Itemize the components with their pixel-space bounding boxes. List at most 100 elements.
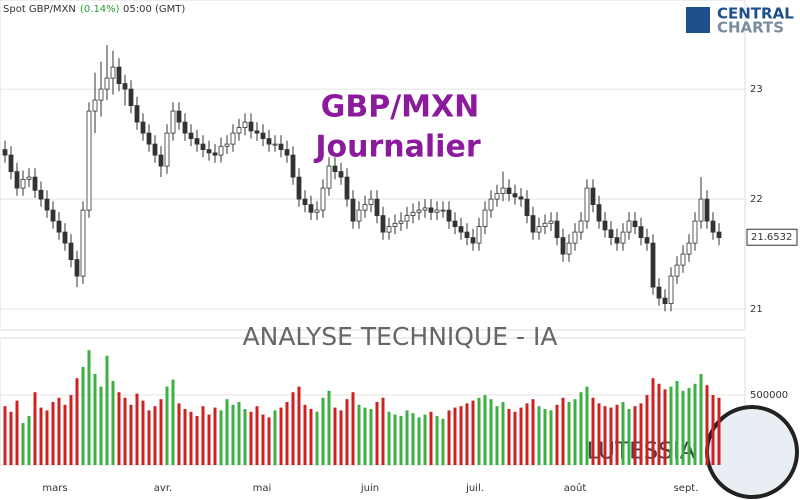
volume-bar	[597, 403, 601, 465]
last-price-box	[746, 228, 798, 246]
candle-body	[548, 220, 554, 224]
candle-body	[470, 237, 476, 244]
volume-bar	[351, 392, 355, 465]
volume-bar	[225, 399, 229, 465]
candle-body	[710, 220, 716, 233]
candle-body	[572, 231, 578, 244]
volume-bar	[33, 392, 37, 465]
candle-body	[362, 204, 368, 211]
volume-bar	[633, 406, 637, 465]
y-tick-label: 21	[750, 304, 763, 315]
volume-bar	[561, 397, 565, 465]
volume-bar	[411, 413, 415, 465]
candle-body	[554, 220, 560, 239]
candle-body	[320, 187, 326, 211]
candle-body	[104, 77, 110, 90]
candle-body	[182, 121, 188, 134]
candle-body	[242, 121, 248, 128]
candle-body	[620, 231, 626, 244]
volume-bar	[135, 393, 139, 465]
volume-bar	[651, 378, 655, 465]
candle-body	[62, 231, 68, 244]
candle-body	[338, 171, 344, 178]
volume-bar	[363, 407, 367, 465]
change: (0.14%)	[80, 4, 120, 15]
volume-bar	[261, 414, 265, 465]
instrument: Spot GBP/MXN	[3, 4, 76, 15]
candle-body	[212, 152, 218, 156]
volume-bar	[27, 415, 31, 465]
volume-bar	[447, 410, 451, 465]
volume-bar	[87, 350, 91, 465]
candle-body	[98, 88, 104, 101]
volume-bar	[291, 392, 295, 465]
candle-body	[482, 209, 488, 228]
volume-bar	[483, 394, 487, 465]
candle-body	[632, 220, 638, 228]
volume-bar	[645, 394, 649, 465]
volume-bar	[321, 397, 325, 465]
candle-body	[2, 149, 8, 156]
chart-title: GBP/MXN	[321, 90, 480, 125]
volume-bar	[435, 415, 439, 465]
volume-bar	[405, 410, 409, 465]
x-tick-label: mai	[253, 483, 272, 494]
volume-bar	[345, 399, 349, 465]
candle-body	[56, 220, 62, 233]
candle-body	[176, 110, 182, 123]
candle-body	[680, 253, 686, 266]
candle-body	[662, 297, 668, 305]
candle-body	[380, 215, 386, 233]
volume-bar	[693, 383, 697, 465]
candle-body	[536, 226, 542, 233]
candle-body	[50, 209, 56, 222]
volume-bar	[147, 410, 151, 465]
candle-body	[446, 209, 452, 222]
x-tick-label: mars	[42, 483, 67, 494]
candle-body	[278, 143, 284, 151]
candle-body	[596, 204, 602, 222]
volume-bar	[129, 404, 133, 465]
volume-bar	[699, 373, 703, 465]
volume-bar	[285, 401, 289, 465]
volume-bar	[555, 404, 559, 465]
volume-bar	[609, 407, 613, 465]
candle-body	[428, 207, 434, 213]
volume-bar	[591, 397, 595, 465]
volume-bar	[39, 407, 43, 465]
volume-bar	[141, 400, 145, 465]
volume-bar	[495, 406, 499, 465]
volume-bar	[543, 408, 547, 465]
volume-bar	[339, 410, 343, 465]
candle-body	[206, 149, 212, 154]
volume-bar	[69, 394, 73, 465]
candle-body	[236, 127, 242, 134]
candle-body	[698, 198, 704, 222]
volume-bar	[243, 408, 247, 465]
candle-body	[8, 154, 14, 173]
candle-body	[542, 222, 548, 228]
volume-bar	[471, 400, 475, 465]
volume-bar	[327, 390, 331, 465]
volume-bar	[81, 366, 85, 465]
volume-bar	[657, 383, 661, 465]
candle-body	[614, 237, 620, 244]
volume-bar	[513, 411, 517, 465]
candle-body	[80, 209, 86, 277]
volume-bar	[375, 401, 379, 465]
candle-body	[314, 209, 320, 213]
volume-bar	[315, 411, 319, 465]
x-tick-label: août	[564, 482, 587, 494]
volume-bar	[309, 408, 313, 465]
volume-bar	[255, 406, 259, 465]
volume-bar	[711, 394, 715, 465]
volume-bar	[177, 403, 181, 465]
volume-bar	[219, 410, 223, 465]
x-tick-label: sept.	[674, 483, 699, 494]
volume-bar	[681, 390, 685, 465]
volume-bar	[111, 380, 115, 465]
candle-body	[326, 165, 332, 189]
candle-body	[350, 198, 356, 222]
volume-bar	[717, 397, 721, 465]
